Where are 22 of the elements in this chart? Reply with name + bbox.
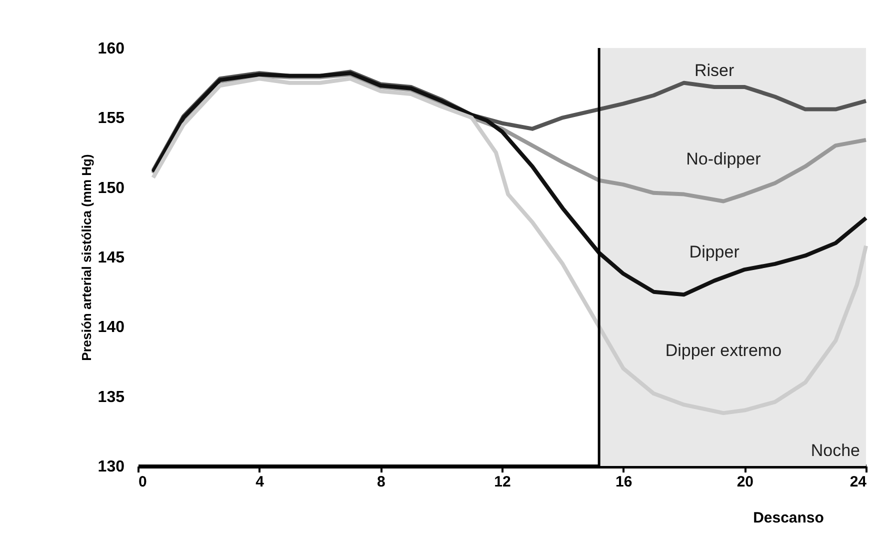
y-tick-label: 140 (98, 319, 125, 336)
x-tick-label: 16 (615, 474, 632, 490)
x-tick-label: 12 (494, 474, 511, 490)
x-tick-label: 20 (736, 474, 754, 490)
y-tick-label: 145 (98, 250, 125, 266)
y-tick-label: 160 (98, 40, 125, 58)
y-tick-label: 130 (98, 458, 125, 476)
series-label: Riser (694, 61, 735, 80)
line-series (151, 76, 868, 416)
x-tick-label: 4 (256, 474, 265, 490)
y-tick-label: 135 (98, 388, 125, 406)
x-tick-label: 24 (850, 474, 868, 490)
y-axis-title: Presión arterial sistólica (mm Hg) (78, 154, 94, 361)
band-label: Noche (810, 441, 860, 460)
x-axis-title: Descanso (753, 510, 824, 526)
y-tick-label: 155 (98, 110, 125, 128)
series-label: Dipper extremo (665, 341, 782, 360)
series-label: Dipper (689, 242, 740, 262)
y-tick-label: 150 (98, 180, 125, 197)
x-tick-label: 8 (376, 474, 386, 490)
series-label: No-dipper (686, 149, 762, 168)
x-tick-label: 0 (138, 474, 147, 490)
